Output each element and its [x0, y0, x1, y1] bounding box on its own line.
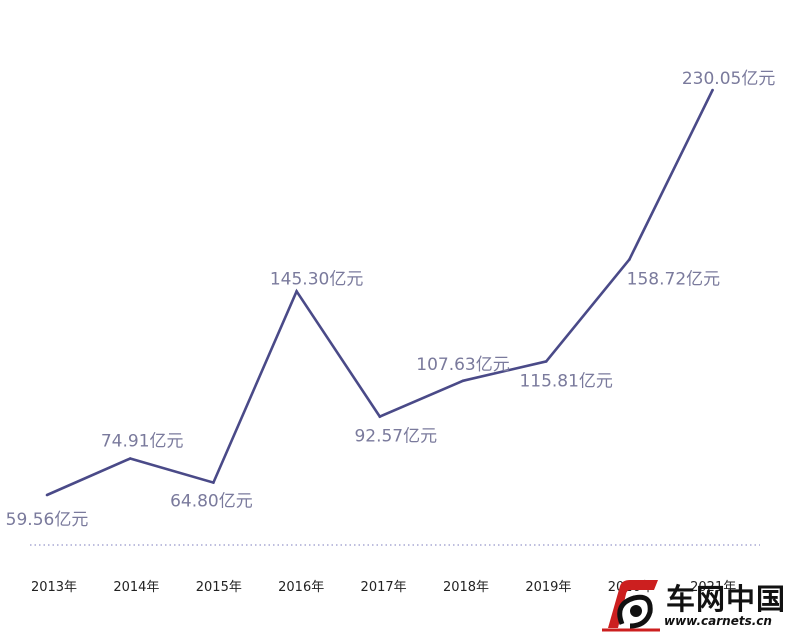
x-tick-label: 2019年	[525, 580, 571, 595]
x-tick-label: 2017年	[361, 580, 407, 595]
data-point-2013年	[45, 493, 49, 497]
x-tick-label: 2013年	[31, 580, 77, 595]
data-label: 59.56亿元	[6, 510, 89, 530]
data-label: 64.80亿元	[170, 492, 253, 512]
x-tick-label: 2015年	[196, 580, 242, 595]
data-point-2020年	[628, 258, 631, 261]
data-label: 115.81亿元	[519, 371, 612, 391]
x-tick-label: 2016年	[278, 580, 324, 595]
carnets-logo-icon	[602, 580, 660, 632]
carnets-watermark: 车网中国 www.carnets.cn	[600, 574, 800, 635]
data-label: 145.30亿元	[270, 269, 363, 289]
data-point-2014年	[128, 457, 132, 460]
data-label: 107.63亿元	[416, 355, 509, 375]
x-tick-label: 2021年	[690, 580, 736, 595]
data-point-2021年	[711, 88, 714, 92]
watermark-title: 车网中国	[666, 582, 787, 616]
data-point-2015年	[212, 481, 215, 484]
data-label: 92.57亿元	[354, 427, 437, 447]
data-point-2017年	[378, 415, 382, 418]
data-point-2019年	[544, 360, 548, 363]
data-point-2018年	[461, 379, 465, 383]
data-point-2016年	[295, 290, 298, 293]
x-tick-label: 2014年	[113, 580, 159, 595]
watermark-url: www.carnets.cn	[664, 614, 772, 628]
data-label: 230.05亿元	[682, 69, 775, 89]
data-label: 74.91亿元	[101, 432, 184, 452]
data-label: 158.72亿元	[627, 269, 720, 289]
x-tick-label: 2018年	[443, 580, 489, 595]
data-labels: 59.56亿元 74.91亿元 64.80亿元 145.30亿元 92.57亿元 107.…	[6, 69, 776, 530]
